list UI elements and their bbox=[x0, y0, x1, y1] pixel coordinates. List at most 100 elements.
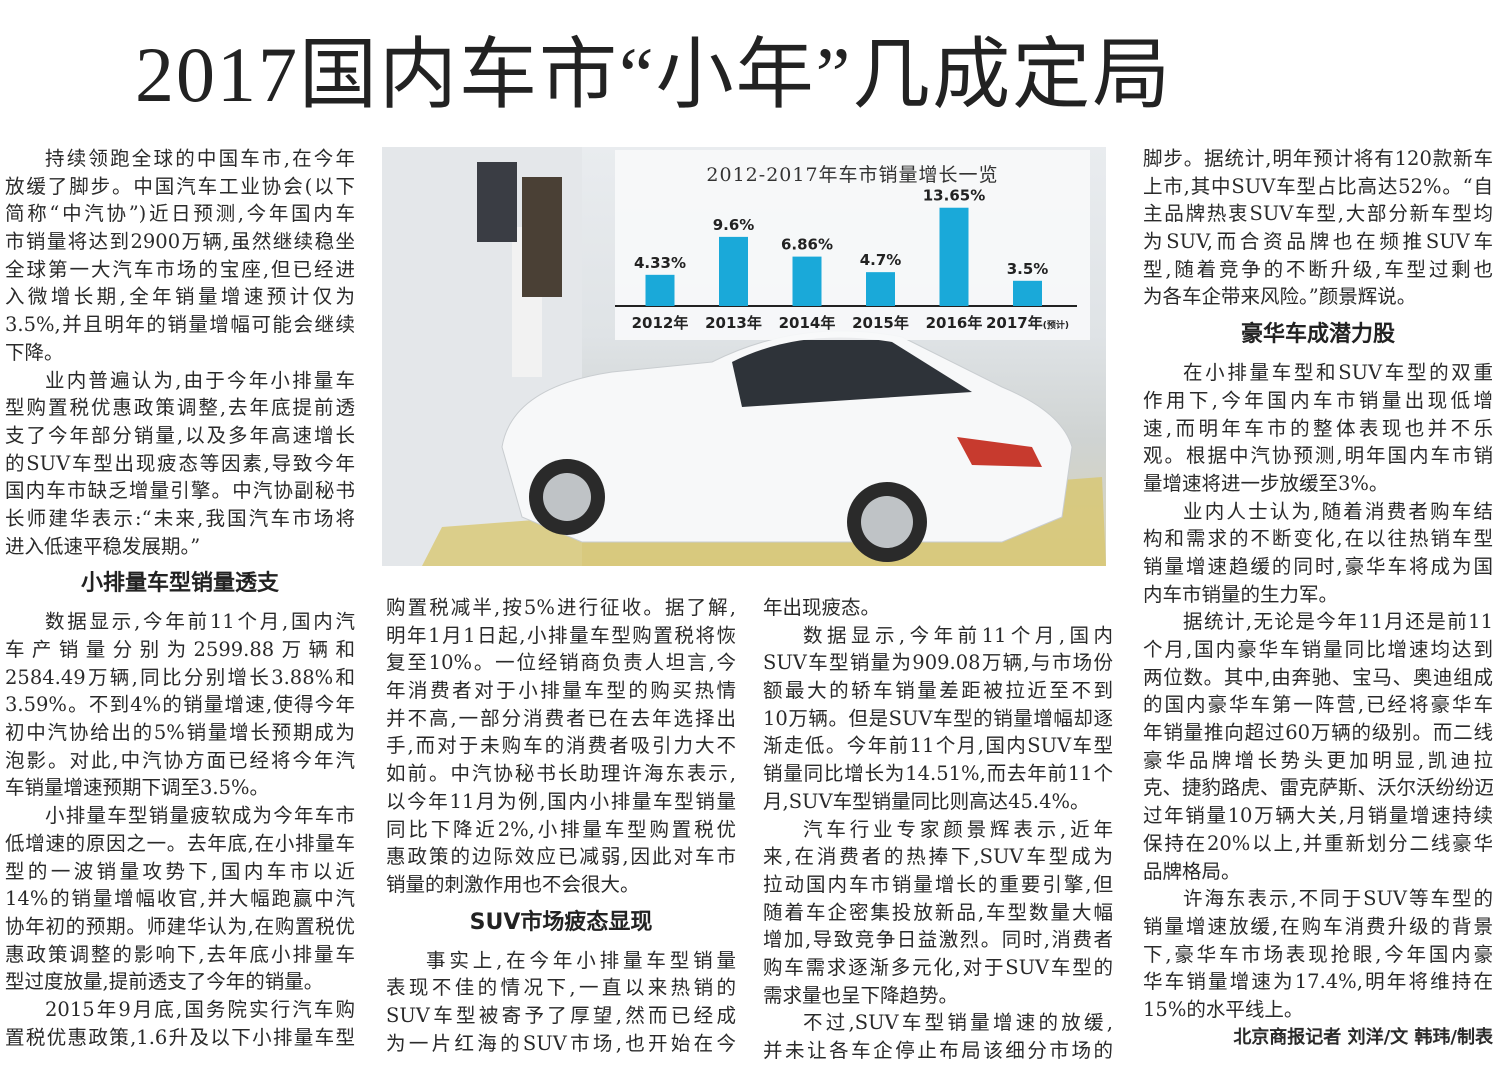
text-line: 构和需求的不断变化,在以往热销车型 bbox=[1143, 527, 1493, 551]
bar-2016年 bbox=[939, 207, 969, 306]
text-line: 的SUV车型出现疲态等因素,导致今年 bbox=[5, 451, 355, 475]
text-line: 小排量车型销量疲软成为今年车市 bbox=[45, 804, 355, 828]
text-line: 长师建华表示:“未来,我国汽车市场将 bbox=[5, 506, 355, 530]
text-line: 需求量也呈下降趋势。 bbox=[763, 983, 959, 1007]
text-line: 量增速将进一步放缓至3%。 bbox=[1143, 471, 1389, 495]
salesperson bbox=[477, 162, 517, 242]
paragraph: 许海东表示,不同于SUV等车型的销量增速放缓,在购车消费升级的背景 下,豪华车市场… bbox=[1143, 885, 1493, 1023]
text-line: 进入低速平稳发展期。” bbox=[5, 534, 201, 558]
text-line: 额最大的轿车销量差距被拉近至不到 bbox=[763, 679, 1113, 703]
text-line: 的国内豪华车第一阵营,已经将豪华车 bbox=[1143, 693, 1493, 717]
white-sedan bbox=[501, 330, 1073, 562]
category-text: 2015年 bbox=[852, 314, 909, 332]
text-line: 下,豪华车市场表现抢眼,今年国内豪 bbox=[1143, 942, 1493, 966]
category-text: 2012年 bbox=[632, 314, 689, 332]
paragraph: 年出现疲态。 bbox=[763, 594, 1113, 622]
article-column-1: 持续领跑全球的中国车市,在今年 放缓了脚步。中国汽车工业协会(以下 简称“中汽协”)… bbox=[5, 145, 355, 1051]
car-showroom-photo: 2012-2017年车市销量增长一览 4.33% 2012年 9.6% 2013年 6.… bbox=[382, 147, 1106, 566]
text-line: 型购置税优惠政策调整,去年底提前透 bbox=[5, 396, 355, 420]
category-text: 2013年 bbox=[705, 314, 762, 332]
text-line: 保持在20%以上,并重新划分二线豪华 bbox=[1143, 831, 1493, 855]
category-label: 2012年 bbox=[632, 314, 689, 332]
text-line: 市销量将达到2900万辆,虽然继续稳坐 bbox=[5, 230, 355, 254]
paragraph: 业内普遍认为,由于今年小排量车型购置税优惠政策调整,去年底提前透 支了今年部分销量… bbox=[5, 367, 355, 561]
text-line: 来,在消费者的热捧下,SUV车型成为 bbox=[763, 845, 1113, 869]
text-line: 如前。中汽协秘书长助理许海东表示, bbox=[386, 762, 736, 786]
text-line: 国内车市缺乏增量引擎。中汽协副秘书 bbox=[5, 479, 355, 503]
text-line: 在小排量车型和SUV车型的双重 bbox=[1183, 361, 1493, 385]
text-line: 3.59%。不到4%的销量增速,使得今年 bbox=[5, 693, 355, 717]
text-line: 车产销量分别为2599.88万辆和 bbox=[5, 638, 355, 661]
text-line: 型的一波销量攻势下,国内车市以近 bbox=[5, 859, 355, 883]
bar-2014年 bbox=[792, 256, 822, 306]
paragraph: 据统计,无论是今年11月还是前11 个月,国内豪华车销量同比增速均达到 两位数。其中… bbox=[1143, 608, 1493, 885]
text-line: 并未让各车企停止布局该细分市场的 bbox=[763, 1039, 1113, 1062]
text-line: 入微增长期,全年销量增速预计仅为 bbox=[5, 285, 355, 309]
paragraph: 业内人士认为,随着消费者购车结 构和需求的不断变化,在以往热销车型 销量增速趋缓的同… bbox=[1143, 498, 1493, 609]
text-line: 据统计,无论是今年11月还是前11 bbox=[1183, 610, 1493, 634]
text-line: 华车销量增速为17.4%,明年将维持在 bbox=[1143, 970, 1493, 994]
category-label: 2013年 bbox=[705, 314, 762, 332]
data-label: 13.65% bbox=[923, 187, 985, 205]
text-line: 两位数。其中,由奔驰、宝马、奥迪组成 bbox=[1143, 665, 1493, 689]
text-line: 惠政策调整的影响下,去年底小排量车 bbox=[5, 942, 355, 966]
paragraph: 小排量车型销量疲软成为今年车市低增速的原因之一。去年底,在小排量车 型的一波销量攻… bbox=[5, 802, 355, 996]
data-label: 3.5% bbox=[1007, 260, 1049, 278]
text-line: 初中汽协给出的5%销量增长预期成为 bbox=[5, 721, 355, 745]
bar-2013年 bbox=[719, 236, 748, 306]
text-line: 以今年11月为例,国内小排量车型销量 bbox=[386, 789, 736, 813]
paragraph: 事实上,在今年小排量车型销量表现不佳的情况下,一直以来热销的 SUV车型被寄予了厚… bbox=[386, 947, 736, 1058]
text-line: 型过度放量,提前透支了今年的销量。 bbox=[5, 970, 324, 994]
text-line: 销量增速放缓,在购车消费升级的背景 bbox=[1143, 914, 1493, 938]
category-note: (预计) bbox=[1043, 319, 1069, 331]
text-line: 置税优惠政策,1.6升及以下小排量车型 bbox=[5, 1025, 355, 1049]
paragraph: 脚步。据统计,明年预计将有120款新车 上市,其中SUV车型占比高达52%。“自主… bbox=[1143, 145, 1493, 311]
headline: 2017国内车市“小年”几成定局 bbox=[135, 31, 1173, 118]
paragraph: 数据显示,今年前11个月,国内汽 车产销量分别为2599.88万辆和 2584.49… bbox=[5, 608, 355, 802]
data-label: 6.86% bbox=[781, 236, 833, 254]
text-line: 支了今年部分销量,以及多年高速增长 bbox=[5, 423, 355, 447]
category-text: 2016年 bbox=[926, 314, 983, 332]
text-line: 数据显示,今年前11个月,国内 bbox=[803, 623, 1113, 647]
section-heading: 豪华车成潜力股 bbox=[1240, 322, 1395, 348]
text-line: 增加,导致竞争日益激烈。同时,消费者 bbox=[763, 928, 1113, 952]
text-line: 脚步。据统计,明年预计将有120款新车 bbox=[1143, 147, 1493, 170]
text-line: 低增速的原因之一。去年底,在小排量车 bbox=[5, 831, 355, 855]
text-line: 观。根据中汽协预测,明年国内车市销 bbox=[1143, 444, 1493, 468]
text-line: 拉动国内车市销量增长的重要引擎,但 bbox=[763, 872, 1113, 896]
text-line: 持续领跑全球的中国车市,在今年 bbox=[45, 147, 355, 170]
showroom-scene bbox=[382, 147, 1106, 566]
text-line: 明年1月1日起,小排量车型购置税将恢 bbox=[386, 623, 736, 647]
paragraph: 购置税减半,按5%进行征收。据了解, 明年1月1日起,小排量车型购置税将恢 复至10… bbox=[386, 594, 736, 899]
text-line: 为各车企带来风险。”颜景辉说。 bbox=[1143, 285, 1417, 309]
text-line: 手,而对于未购车的消费者吸引力大不 bbox=[386, 734, 736, 758]
text-line: 车销量增速预期下调至3.5%。 bbox=[5, 776, 270, 800]
text-line: 汽车行业专家颜景辉表示,近年 bbox=[803, 817, 1113, 841]
category-text: 2017年 bbox=[986, 314, 1043, 332]
text-line: 惠政策的边际效应已减弱,因此对车市 bbox=[386, 845, 736, 869]
data-label: 4.7% bbox=[860, 251, 902, 269]
text-line: 数据显示,今年前11个月,国内汽 bbox=[45, 610, 355, 634]
text-line: 10万辆。但是SUV车型的销量增幅却逐 bbox=[763, 706, 1113, 730]
text-line: 泡影。对此,中汽协方面已经将今年汽 bbox=[5, 748, 355, 772]
text-line: 并不高,一部分消费者已在去年选择出 bbox=[386, 706, 736, 730]
text-line: 事实上,在今年小排量车型销量 bbox=[426, 948, 736, 972]
text-line: 为SUV,而合资品牌也在频推SUV车 bbox=[1143, 230, 1493, 254]
paragraph: 汽车行业专家颜景辉表示,近年来,在消费者的热捧下,SUV车型成为 拉动国内车市销量… bbox=[763, 816, 1113, 1010]
text-line: 表现不佳的情况下,一直以来热销的 bbox=[386, 976, 736, 1000]
text-line: 月,SUV车型销量同比则高达45.4%。 bbox=[763, 789, 1090, 813]
text-line: 许海东表示,不同于SUV等车型的 bbox=[1183, 887, 1493, 911]
section-heading: 小排量车型销量透支 bbox=[80, 571, 279, 597]
text-line: 年出现疲态。 bbox=[763, 596, 881, 619]
category-text: 2014年 bbox=[779, 314, 836, 332]
paragraph: 数据显示,今年前11个月,国内 SUV车型销量为909.08万辆,与市场份 额最大的… bbox=[763, 622, 1113, 816]
text-line: 业内普遍认为,由于今年小排量车 bbox=[45, 368, 355, 392]
text-line: 克、捷豹路虎、雷克萨斯、沃尔沃纷纷迈 bbox=[1143, 776, 1493, 800]
text-line: SUV车型被寄予了厚望,然而已经成 bbox=[386, 1003, 736, 1027]
category-label: 2014年 bbox=[779, 314, 836, 332]
chart-plot: 4.33% 2012年 9.6% 2013年 6.86% 2014年 4.7% 2015年 13… bbox=[615, 187, 1077, 332]
text-line: 为一片红海的SUV市场,也开始在今 bbox=[386, 1031, 736, 1055]
data-label: 4.33% bbox=[634, 254, 686, 272]
text-line: 作用下,今年国内车市销量出现低增 bbox=[1143, 388, 1493, 412]
text-line: 14%的销量增幅收官,并大幅跑赢中汽 bbox=[5, 887, 355, 911]
